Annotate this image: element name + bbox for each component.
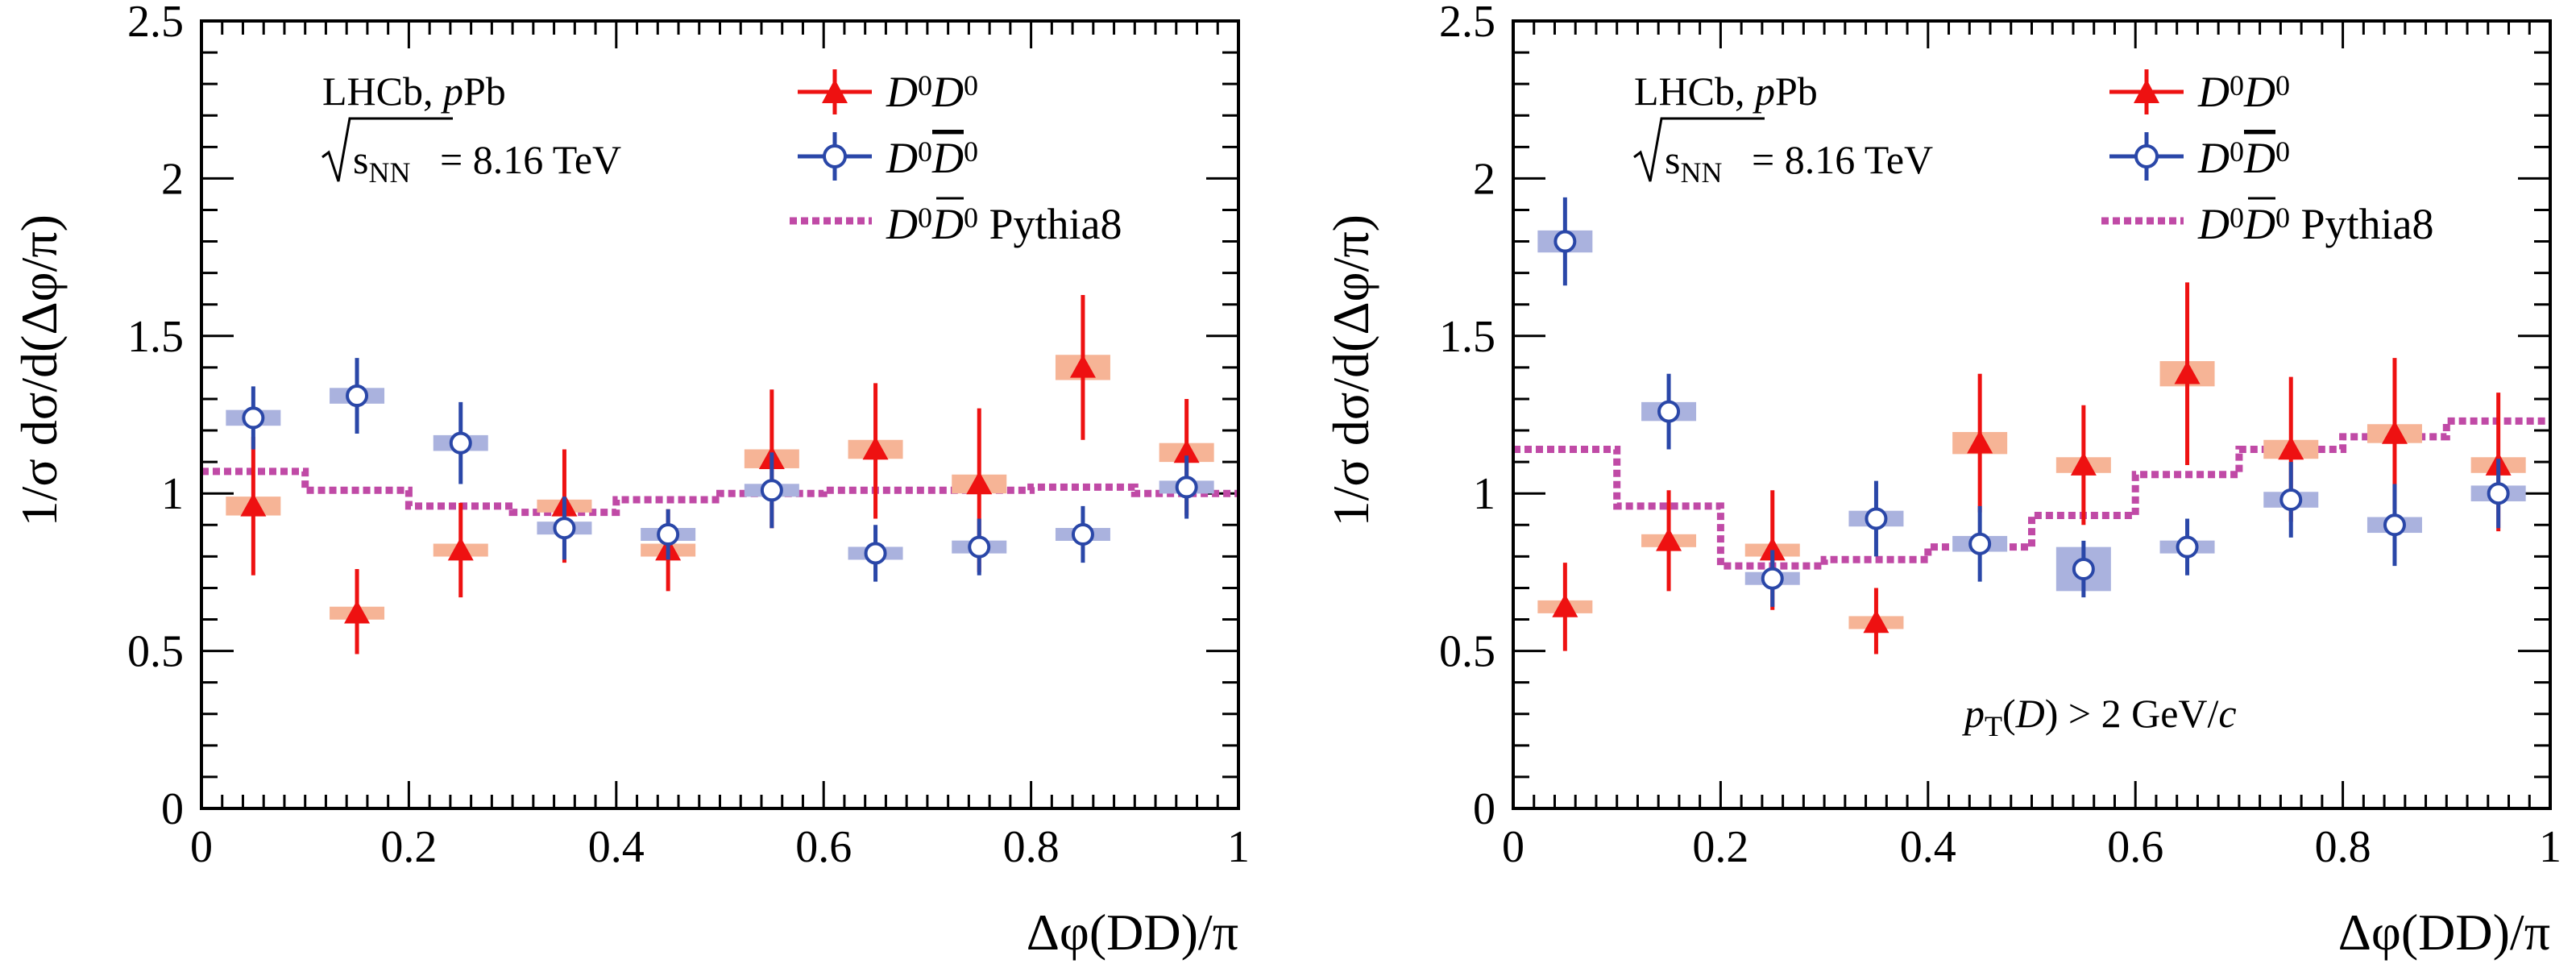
open-circle-marker bbox=[760, 479, 783, 502]
open-circle-marker bbox=[449, 431, 472, 455]
legend-pythia-label: D0D0 Pythia8 bbox=[2197, 200, 2434, 248]
open-circle-marker bbox=[346, 384, 369, 408]
open-circle-marker bbox=[864, 542, 887, 565]
y-tick-label: 1.5 bbox=[127, 312, 184, 362]
x-tick-label: 0.6 bbox=[2107, 822, 2163, 872]
series-d0d0 bbox=[1537, 282, 2526, 654]
pythia8-step-line bbox=[1513, 417, 2550, 570]
plot-frame bbox=[200, 19, 1240, 810]
triangle-marker bbox=[1759, 537, 1786, 561]
x-tick-label: 0.6 bbox=[795, 822, 852, 872]
triangle-marker bbox=[2070, 452, 2097, 476]
open-circle-marker bbox=[1071, 523, 1094, 546]
y-tick-label: 2.5 bbox=[127, 0, 184, 47]
y-tick-label: 2.5 bbox=[1439, 0, 1495, 47]
experiment-label: LHCb, pPb bbox=[1634, 69, 1818, 114]
triangle-marker bbox=[447, 537, 474, 561]
open-circle-marker bbox=[1968, 532, 1992, 555]
y-tick-label: 0 bbox=[161, 784, 184, 834]
x-tick-label: 1 bbox=[2539, 822, 2561, 872]
plot-frame bbox=[1512, 19, 2552, 810]
right-panel: 0 0.2 0.4 0.6 0.8 1 0 0.5 1 1.5 2 2.5 Δφ(DD)/π 1/σ dσ… bbox=[1322, 0, 2561, 961]
x-tick-label: 0.8 bbox=[2315, 822, 2371, 872]
legend: D0D0 D0D0 D0D0 Pythia8 bbox=[2101, 68, 2434, 248]
legend-dd-marker bbox=[822, 79, 848, 103]
triangle-marker bbox=[344, 600, 371, 624]
triangle-marker bbox=[2174, 360, 2201, 384]
x-axis-label: Δφ(DD)/π bbox=[1027, 904, 1238, 961]
pt-cut-label: pT(D) > 2 GeV/c bbox=[1962, 691, 2237, 742]
x-tick-label: 0 bbox=[190, 822, 213, 872]
open-circle-marker bbox=[242, 406, 265, 430]
triangle-marker bbox=[1552, 593, 1578, 617]
x-tick-label: 0.4 bbox=[588, 822, 645, 872]
series-d0d0 bbox=[226, 294, 1214, 654]
triangle-marker bbox=[966, 471, 993, 495]
triangle-marker bbox=[1069, 354, 1096, 378]
experiment-label: LHCb, pPb bbox=[322, 69, 506, 114]
y-axis-label: 1/σ dσ/d(Δφ/π) bbox=[10, 214, 68, 526]
legend-dd-label: D0D0 bbox=[2197, 68, 2290, 116]
triangle-marker bbox=[2381, 420, 2408, 444]
left-panel: 0 0.2 0.4 0.6 0.8 1 0 0.5 1 1.5 2 2.5 Δφ(DD)/π 1/σ dσ… bbox=[10, 0, 1250, 961]
y-tick-label: 2 bbox=[1473, 154, 1495, 204]
triangle-marker bbox=[2278, 436, 2304, 460]
triangle-marker bbox=[1173, 439, 1200, 463]
open-circle-marker bbox=[1553, 230, 1577, 253]
x-tick-label: 0.2 bbox=[380, 822, 437, 872]
legend-ddbar-marker bbox=[823, 144, 847, 168]
legend-ddbar-marker bbox=[2134, 144, 2159, 168]
open-circle-marker bbox=[657, 523, 680, 546]
open-circle-marker bbox=[2487, 482, 2510, 505]
y-tick-label: 1 bbox=[161, 469, 184, 519]
open-circle-marker bbox=[968, 535, 991, 559]
legend-ddbar-label: D0D0 bbox=[886, 134, 978, 182]
series-d0d0bar bbox=[226, 358, 1214, 582]
legend-dd-marker bbox=[2134, 79, 2159, 103]
triangle-marker bbox=[862, 436, 889, 460]
y-tick-label: 2 bbox=[161, 154, 184, 204]
y-tick-label: 1.5 bbox=[1439, 312, 1495, 362]
y-tick-label: 0.5 bbox=[1439, 627, 1495, 677]
energy-label: sNN bbox=[353, 137, 410, 189]
legend: D0D0 D0D0 D0D0 Pythia8 bbox=[790, 68, 1122, 248]
pythia8-step-line bbox=[201, 467, 1238, 517]
open-circle-marker bbox=[2279, 488, 2303, 512]
open-circle-marker bbox=[1175, 476, 1198, 499]
open-circle-marker bbox=[1865, 507, 1888, 530]
x-tick-label: 0 bbox=[1502, 822, 1524, 872]
y-tick-label: 0 bbox=[1473, 784, 1495, 834]
y-tick-label: 0.5 bbox=[127, 627, 184, 677]
y-axis-label: 1/σ dσ/d(Δφ/π) bbox=[1322, 214, 1379, 526]
series-d0d0bar bbox=[1537, 197, 2526, 607]
x-axis-label: Δφ(DD)/π bbox=[2338, 904, 2550, 961]
energy-value: = 8.16 TeV bbox=[1752, 137, 1933, 182]
legend-ddbar-label: D0D0 bbox=[2197, 134, 2290, 182]
open-circle-marker bbox=[2383, 513, 2406, 537]
y-tick-label: 1 bbox=[1473, 469, 1495, 519]
triangle-marker bbox=[1656, 527, 1682, 551]
x-tick-label: 0.4 bbox=[1900, 822, 1956, 872]
triangle-marker bbox=[1863, 609, 1889, 634]
open-circle-marker bbox=[1657, 400, 1681, 423]
legend-dd-label: D0D0 bbox=[886, 68, 978, 116]
legend-pythia-label: D0D0 Pythia8 bbox=[886, 200, 1122, 248]
sqrt-symbol bbox=[321, 117, 453, 182]
triangle-marker bbox=[240, 492, 267, 517]
x-tick-label: 0.2 bbox=[1692, 822, 1748, 872]
sqrt-symbol bbox=[1633, 117, 1765, 182]
energy-value: = 8.16 TeV bbox=[440, 137, 621, 182]
x-tick-label: 0.8 bbox=[1003, 822, 1060, 872]
energy-label: sNN bbox=[1665, 137, 1722, 189]
open-circle-marker bbox=[2072, 557, 2095, 580]
x-tick-label: 1 bbox=[1227, 822, 1250, 872]
open-circle-marker bbox=[553, 517, 576, 540]
open-circle-marker bbox=[2176, 535, 2199, 559]
open-circle-marker bbox=[1761, 567, 1784, 590]
triangle-marker bbox=[1967, 430, 1993, 454]
